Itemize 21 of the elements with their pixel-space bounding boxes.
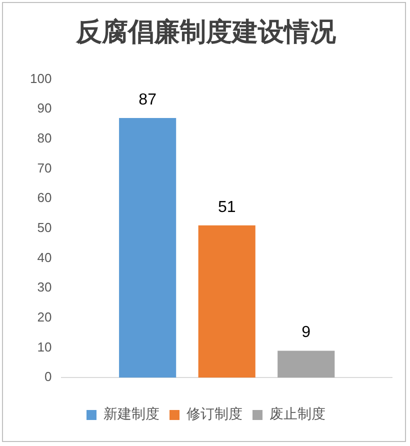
data-label: 51	[218, 198, 236, 216]
y-tick-label: 10	[37, 339, 52, 354]
data-label: 87	[138, 91, 157, 108]
y-tick-label: 50	[37, 220, 52, 235]
y-tick-label: 70	[37, 160, 52, 176]
y-tick-label: 0	[44, 369, 52, 384]
legend-label: 新建制度	[104, 406, 160, 423]
legend-label: 废止制度	[270, 406, 326, 423]
bar	[119, 118, 176, 378]
y-tick-label: 90	[37, 100, 52, 116]
bar	[198, 225, 256, 378]
bar	[278, 350, 335, 378]
y-tick-label: 80	[37, 130, 52, 146]
y-tick-label: 20	[37, 310, 52, 324]
y-tick-label: 100	[30, 70, 52, 86]
y-tick-label: 60	[37, 190, 52, 206]
y-tick-label: 40	[37, 250, 52, 265]
y-tick-label: 30	[37, 280, 52, 295]
data-label: 9	[302, 324, 311, 342]
chart-title: 反腐倡廉制度建设情况	[75, 17, 337, 48]
legend-label: 修订制度	[186, 406, 242, 423]
